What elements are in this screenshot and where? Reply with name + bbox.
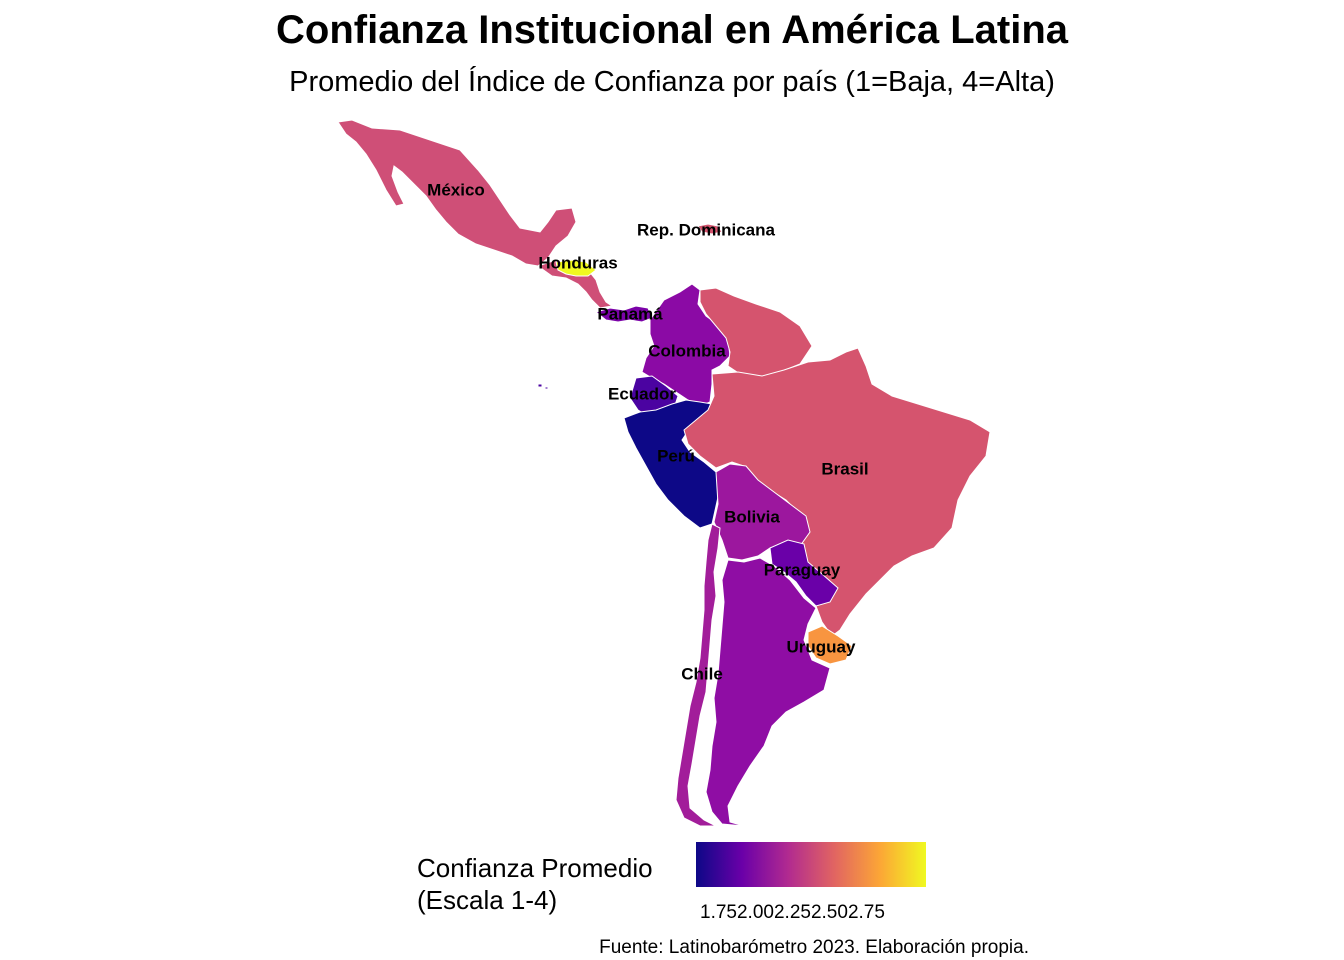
label-honduras: Honduras: [538, 253, 617, 272]
country-mexico[interactable]: [337, 119, 577, 267]
legend-title: Confianza Promedio (Escala 1-4): [417, 852, 653, 916]
legend-ticks: 1.752.002.252.502.75: [700, 902, 885, 924]
country-uruguay[interactable]: [807, 625, 853, 665]
legend-title-line1: Confianza Promedio: [417, 853, 653, 883]
label-mexico: México: [427, 180, 485, 199]
country-ecuador-galapagos-2: [544, 386, 549, 390]
label-uruguay: Uruguay: [787, 637, 857, 656]
label-brasil: Brasil: [821, 459, 868, 478]
legend-tick: 2.75: [847, 902, 885, 923]
label-colombia: Colombia: [648, 341, 726, 360]
map-title: Confianza Institucional en América Latin…: [276, 8, 1068, 52]
label-chile: Chile: [681, 664, 723, 683]
source-caption: Fuente: Latinobarómetro 2023. Elaboració…: [599, 937, 1029, 958]
country-chile[interactable]: [675, 523, 721, 827]
legend-title-line2: (Escala 1-4): [417, 885, 558, 915]
label-paraguay: Paraguay: [764, 560, 841, 579]
legend-tick: 2.00: [736, 902, 774, 923]
country-rep-dominicana[interactable]: [697, 223, 723, 235]
label-rep-dominicana: Rep. Dominicana: [637, 220, 775, 239]
label-ecuador: Ecuador: [608, 384, 676, 403]
legend-tick: 2.25: [773, 902, 811, 923]
map-subtitle: Promedio del Índice de Confianza por paí…: [289, 66, 1055, 98]
country-honduras[interactable]: [555, 259, 597, 277]
country-ecuador-galapagos: [537, 383, 543, 388]
label-bolivia: Bolivia: [724, 507, 780, 526]
country-argentina[interactable]: [705, 557, 831, 827]
country-paraguay[interactable]: [769, 539, 839, 607]
legend-tick: 1.75: [700, 902, 737, 923]
country-peru[interactable]: [623, 399, 721, 529]
country-brasil[interactable]: [683, 347, 991, 637]
label-panama: Panamá: [597, 304, 663, 323]
label-peru: Perú: [657, 446, 695, 465]
legend-colorbar: [696, 842, 926, 887]
legend-tick: 2.50: [810, 902, 848, 923]
